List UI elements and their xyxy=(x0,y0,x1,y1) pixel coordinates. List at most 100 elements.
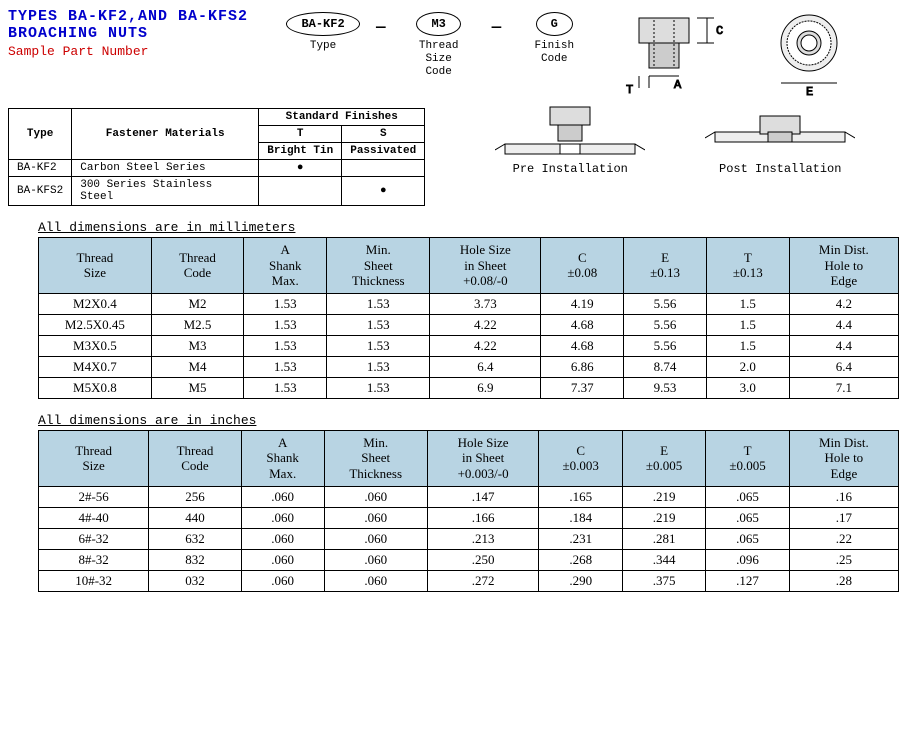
table-row: M2X0.4M21.531.533.734.195.561.54.2 xyxy=(39,293,899,314)
table-cell: M5 xyxy=(151,377,243,398)
mat-hdr-tdesc: Bright Tin xyxy=(259,143,342,160)
chain-label: Type xyxy=(310,40,336,53)
table-cell: .16 xyxy=(789,486,898,507)
table-cell: 2.0 xyxy=(706,356,789,377)
table-cell: 4#-40 xyxy=(39,507,149,528)
table-cell: 4.2 xyxy=(789,293,898,314)
materials-cell: ● xyxy=(259,160,342,177)
col-header: Min.SheetThickness xyxy=(327,238,430,294)
materials-row: BA-KFS2300 Series Stainless Steel● xyxy=(9,177,425,206)
nut-top-view-icon: E xyxy=(759,8,869,98)
table-row: M3X0.5M31.531.534.224.685.561.54.4 xyxy=(39,335,899,356)
table-cell: 1.5 xyxy=(706,335,789,356)
table-cell: 6#-32 xyxy=(39,528,149,549)
svg-text:A: A xyxy=(674,78,682,92)
table-cell: .065 xyxy=(706,507,789,528)
installation-diagrams: Pre Installation Post Installation xyxy=(495,102,855,176)
table-cell: .060 xyxy=(324,507,427,528)
table-cell: .147 xyxy=(427,486,539,507)
table-cell: M5X0.8 xyxy=(39,377,152,398)
in-caption: All dimensions are in inches xyxy=(38,413,899,428)
sample-label: Sample Part Number xyxy=(8,44,248,59)
col-header: ThreadSize xyxy=(39,430,149,486)
table-cell: M2.5 xyxy=(151,314,243,335)
col-header: E±0.005 xyxy=(622,430,705,486)
table-cell: 1.53 xyxy=(327,293,430,314)
chain-label: ThreadSizeCode xyxy=(419,40,459,80)
table-cell: 3.0 xyxy=(706,377,789,398)
mat-hdr-mat: Fastener Materials xyxy=(72,109,259,160)
table-cell: 6.4 xyxy=(430,356,541,377)
table-cell: 4.19 xyxy=(541,293,624,314)
table-cell: .219 xyxy=(622,507,705,528)
table-cell: 4.68 xyxy=(541,314,624,335)
table-row: 10#-32032.060.060.272.290.375.127.28 xyxy=(39,570,899,591)
col-header: Hole Sizein Sheet+0.003/-0 xyxy=(427,430,539,486)
table-cell: .060 xyxy=(241,507,324,528)
materials-cell: 300 Series Stainless Steel xyxy=(72,177,259,206)
svg-text:C: C xyxy=(716,24,723,38)
dimensions-mm-table: ThreadSizeThreadCodeAShankMax.Min.SheetT… xyxy=(38,237,899,399)
table-row: 2#-56256.060.060.147.165.219.065.16 xyxy=(39,486,899,507)
table-cell: 256 xyxy=(149,486,241,507)
table-cell: .060 xyxy=(324,528,427,549)
table-cell: .213 xyxy=(427,528,539,549)
dimension-diagrams: C A T E xyxy=(619,8,869,98)
table-cell: .375 xyxy=(622,570,705,591)
table-cell: .17 xyxy=(789,507,898,528)
pre-install-icon xyxy=(495,102,645,162)
table-cell: M2 xyxy=(151,293,243,314)
chain-sep: — xyxy=(492,18,502,36)
mat-hdr-s: S xyxy=(342,126,425,143)
mat-hdr-finishes: Standard Finishes xyxy=(259,109,425,126)
table-cell: M3 xyxy=(151,335,243,356)
chain-chip: G xyxy=(536,12,573,36)
table-cell: 5.56 xyxy=(624,293,707,314)
pre-install-label: Pre Installation xyxy=(513,162,628,176)
nut-side-view-icon: C A T xyxy=(619,8,729,98)
table-cell: .060 xyxy=(241,570,324,591)
materials-row: BA-KF2Carbon Steel Series● xyxy=(9,160,425,177)
dimensions-in-table: ThreadSizeThreadCodeAShankMax.Min.SheetT… xyxy=(38,430,899,592)
col-header: ThreadCode xyxy=(149,430,241,486)
title-line1: TYPES BA-KF2,AND BA-KFS2 xyxy=(8,8,248,25)
table-cell: .065 xyxy=(706,528,789,549)
materials-table: Type Fastener Materials Standard Finishe… xyxy=(8,108,425,206)
table-row: M2.5X0.45M2.51.531.534.224.685.561.54.4 xyxy=(39,314,899,335)
col-header: T±0.005 xyxy=(706,430,789,486)
col-header: C±0.003 xyxy=(539,430,622,486)
mat-hdr-t: T xyxy=(259,126,342,143)
table-cell: .22 xyxy=(789,528,898,549)
table-cell: .268 xyxy=(539,549,622,570)
chain-chip: M3 xyxy=(416,12,460,36)
table-row: 4#-40440.060.060.166.184.219.065.17 xyxy=(39,507,899,528)
table-cell: 8#-32 xyxy=(39,549,149,570)
table-cell: .25 xyxy=(789,549,898,570)
col-header: ThreadCode xyxy=(151,238,243,294)
table-cell: .127 xyxy=(706,570,789,591)
table-row: 6#-32632.060.060.213.231.281.065.22 xyxy=(39,528,899,549)
table-cell: .060 xyxy=(241,549,324,570)
table-cell: 4.22 xyxy=(430,335,541,356)
table-cell: 1.53 xyxy=(244,335,327,356)
col-header: T±0.13 xyxy=(706,238,789,294)
table-cell: .281 xyxy=(622,528,705,549)
mat-hdr-sdesc: Passivated xyxy=(342,143,425,160)
table-cell: M3X0.5 xyxy=(39,335,152,356)
materials-cell xyxy=(259,177,342,206)
svg-text:E: E xyxy=(806,85,813,98)
mm-caption: All dimensions are in millimeters xyxy=(38,220,899,235)
chain-label: FinishCode xyxy=(534,40,574,66)
table-cell: 1.5 xyxy=(706,314,789,335)
table-cell: 1.53 xyxy=(327,335,430,356)
table-cell: .231 xyxy=(539,528,622,549)
table-cell: .060 xyxy=(324,570,427,591)
table-cell: 5.56 xyxy=(624,314,707,335)
col-header: AShankMax. xyxy=(244,238,327,294)
col-header: Min Dist.Hole toEdge xyxy=(789,430,898,486)
table-cell: M2X0.4 xyxy=(39,293,152,314)
table-cell: 032 xyxy=(149,570,241,591)
col-header: E±0.13 xyxy=(624,238,707,294)
table-cell: 1.5 xyxy=(706,293,789,314)
table-cell: .096 xyxy=(706,549,789,570)
